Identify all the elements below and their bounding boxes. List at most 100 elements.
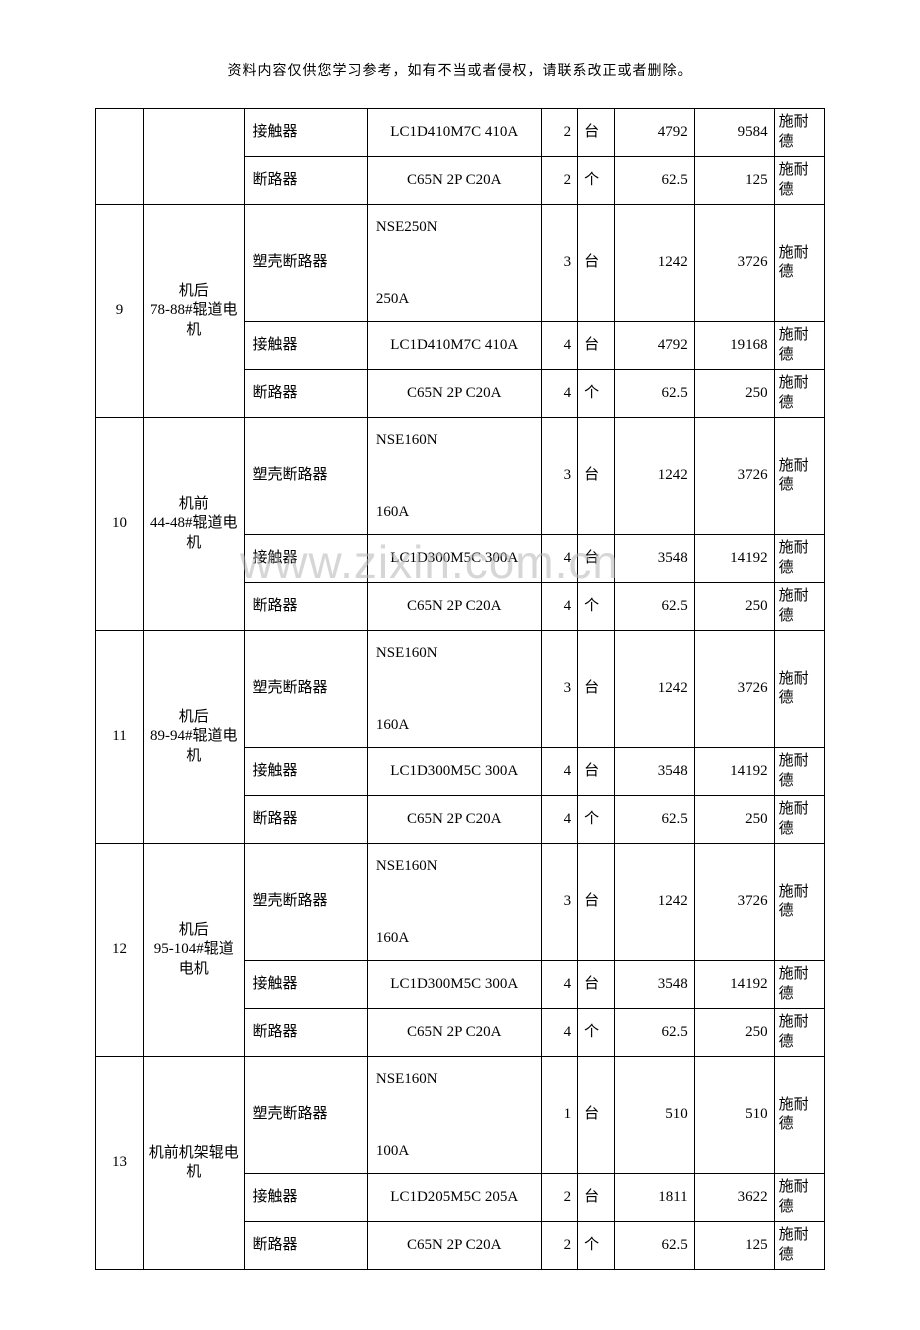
part-name: 塑壳断路器: [244, 205, 367, 322]
model: NSE160N160A: [367, 844, 541, 961]
unit-price: 62.5: [614, 157, 694, 205]
unit: 台: [578, 418, 615, 535]
unit: 台: [578, 844, 615, 961]
qty: 4: [541, 583, 578, 631]
total-price: 3726: [694, 418, 774, 535]
unit-price: 4792: [614, 109, 694, 157]
unit-price: 62.5: [614, 370, 694, 418]
row-location: 机后78-88#辊道电机: [143, 205, 244, 418]
model: LC1D300M5C 300A: [367, 961, 541, 1009]
unit-price: 1242: [614, 631, 694, 748]
unit-price: 3548: [614, 535, 694, 583]
brand: 施耐德: [774, 157, 824, 205]
unit-price: 1811: [614, 1174, 694, 1222]
total-price: 14192: [694, 961, 774, 1009]
total-price: 14192: [694, 535, 774, 583]
qty: 4: [541, 535, 578, 583]
part-name: 断路器: [244, 583, 367, 631]
header-note: 资料内容仅供您学习参考，如有不当或者侵权，请联系改正或者删除。: [95, 60, 825, 80]
unit-price: 62.5: [614, 1222, 694, 1270]
model: NSE250N250A: [367, 205, 541, 322]
model: C65N 2P C20A: [367, 583, 541, 631]
unit: 台: [578, 631, 615, 748]
brand: 施耐德: [774, 1057, 824, 1174]
qty: 4: [541, 322, 578, 370]
model: C65N 2P C20A: [367, 157, 541, 205]
unit: 个: [578, 796, 615, 844]
model: LC1D300M5C 300A: [367, 535, 541, 583]
qty: 4: [541, 370, 578, 418]
model: LC1D300M5C 300A: [367, 748, 541, 796]
qty: 2: [541, 157, 578, 205]
brand: 施耐德: [774, 1009, 824, 1057]
brand: 施耐德: [774, 1174, 824, 1222]
unit: 台: [578, 109, 615, 157]
model: C65N 2P C20A: [367, 1009, 541, 1057]
model: NSE160N160A: [367, 631, 541, 748]
qty: 1: [541, 1057, 578, 1174]
part-name: 塑壳断路器: [244, 844, 367, 961]
model: NSE160N160A: [367, 418, 541, 535]
row-location: 机后89-94#辊道电机: [143, 631, 244, 844]
table-row: 12机后95-104#辊道电机塑壳断路器NSE160N160A3台1242372…: [96, 844, 825, 961]
brand: 施耐德: [774, 748, 824, 796]
part-name: 断路器: [244, 1009, 367, 1057]
unit-price: 3548: [614, 748, 694, 796]
row-index: [96, 109, 144, 205]
unit-price: 62.5: [614, 1009, 694, 1057]
unit-price: 1242: [614, 418, 694, 535]
total-price: 3622: [694, 1174, 774, 1222]
brand: 施耐德: [774, 583, 824, 631]
unit-price: 1242: [614, 205, 694, 322]
total-price: 125: [694, 1222, 774, 1270]
qty: 3: [541, 418, 578, 535]
qty: 4: [541, 796, 578, 844]
model: NSE160N100A: [367, 1057, 541, 1174]
parts-table: 接触器LC1D410M7C 410A2台47929584施耐德断路器C65N 2…: [95, 108, 825, 1270]
qty: 4: [541, 748, 578, 796]
table-row: 10机前44-48#辊道电机塑壳断路器NSE160N160A3台12423726…: [96, 418, 825, 535]
table-row: 11机后89-94#辊道电机塑壳断路器NSE160N160A3台12423726…: [96, 631, 825, 748]
qty: 2: [541, 1222, 578, 1270]
part-name: 塑壳断路器: [244, 1057, 367, 1174]
brand: 施耐德: [774, 1222, 824, 1270]
total-price: 9584: [694, 109, 774, 157]
part-name: 塑壳断路器: [244, 631, 367, 748]
unit: 个: [578, 370, 615, 418]
part-name: 接触器: [244, 535, 367, 583]
brand: 施耐德: [774, 418, 824, 535]
unit: 台: [578, 961, 615, 1009]
model: LC1D205M5C 205A: [367, 1174, 541, 1222]
unit: 个: [578, 1009, 615, 1057]
total-price: 250: [694, 1009, 774, 1057]
total-price: 3726: [694, 205, 774, 322]
part-name: 接触器: [244, 961, 367, 1009]
unit-price: 62.5: [614, 796, 694, 844]
row-index: 12: [96, 844, 144, 1057]
part-name: 接触器: [244, 1174, 367, 1222]
brand: 施耐德: [774, 535, 824, 583]
row-location: 机前机架辊电机: [143, 1057, 244, 1270]
part-name: 断路器: [244, 796, 367, 844]
brand: 施耐德: [774, 205, 824, 322]
part-name: 断路器: [244, 157, 367, 205]
part-name: 断路器: [244, 370, 367, 418]
model: C65N 2P C20A: [367, 370, 541, 418]
row-index: 9: [96, 205, 144, 418]
part-name: 接触器: [244, 748, 367, 796]
unit-price: 4792: [614, 322, 694, 370]
model: LC1D410M7C 410A: [367, 322, 541, 370]
total-price: 125: [694, 157, 774, 205]
unit-price: 62.5: [614, 583, 694, 631]
qty: 2: [541, 1174, 578, 1222]
qty: 4: [541, 1009, 578, 1057]
total-price: 250: [694, 583, 774, 631]
unit: 台: [578, 205, 615, 322]
part-name: 塑壳断路器: [244, 418, 367, 535]
row-index: 11: [96, 631, 144, 844]
brand: 施耐德: [774, 961, 824, 1009]
unit: 台: [578, 748, 615, 796]
row-location: 机前44-48#辊道电机: [143, 418, 244, 631]
total-price: 3726: [694, 631, 774, 748]
qty: 3: [541, 844, 578, 961]
